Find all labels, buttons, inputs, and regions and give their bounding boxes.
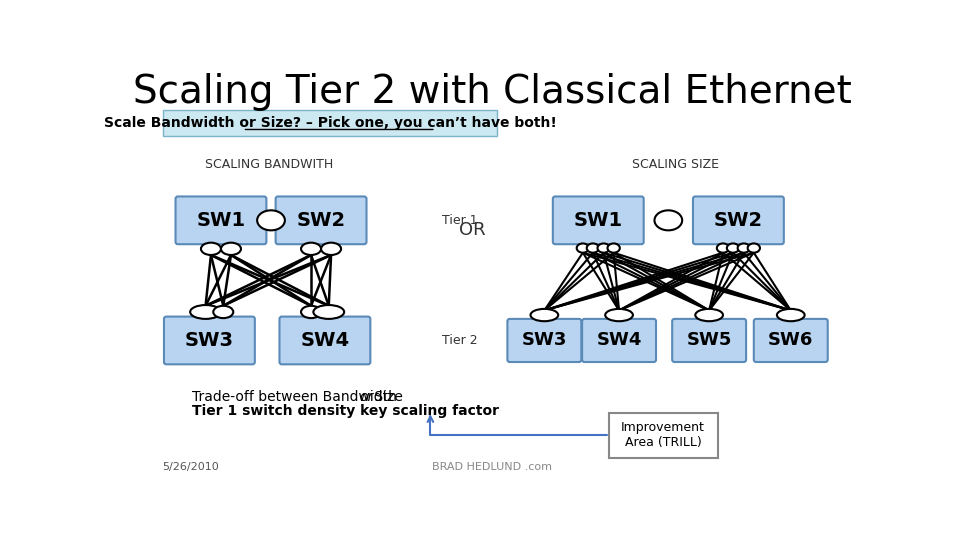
Text: Tier 2: Tier 2 (442, 334, 477, 347)
Ellipse shape (655, 211, 683, 231)
FancyBboxPatch shape (276, 197, 367, 244)
Text: Tier 1: Tier 1 (442, 214, 477, 227)
FancyBboxPatch shape (609, 413, 718, 457)
Text: Improvement
Area (TRILL): Improvement Area (TRILL) (621, 421, 705, 449)
FancyBboxPatch shape (553, 197, 644, 244)
FancyBboxPatch shape (163, 110, 497, 137)
Text: SW2: SW2 (714, 211, 763, 230)
Text: SCALING BANDWITH: SCALING BANDWITH (204, 158, 333, 171)
FancyBboxPatch shape (582, 319, 656, 362)
Ellipse shape (737, 244, 750, 253)
Ellipse shape (531, 309, 558, 321)
Text: SW2: SW2 (297, 211, 346, 230)
Ellipse shape (190, 305, 221, 319)
FancyBboxPatch shape (176, 197, 266, 244)
FancyBboxPatch shape (672, 319, 746, 362)
FancyBboxPatch shape (754, 319, 828, 362)
FancyBboxPatch shape (164, 316, 254, 365)
Ellipse shape (717, 244, 730, 253)
Ellipse shape (577, 244, 589, 253)
Text: SW3: SW3 (185, 331, 234, 350)
Ellipse shape (221, 242, 241, 255)
Ellipse shape (597, 244, 610, 253)
FancyBboxPatch shape (508, 319, 582, 362)
Ellipse shape (587, 244, 599, 253)
Ellipse shape (748, 244, 760, 253)
Text: OR: OR (460, 221, 486, 239)
Text: SW4: SW4 (300, 331, 349, 350)
Ellipse shape (257, 211, 285, 231)
Ellipse shape (695, 309, 723, 321)
Text: SW5: SW5 (686, 332, 732, 349)
Ellipse shape (201, 242, 221, 255)
Text: SW1: SW1 (574, 211, 623, 230)
Ellipse shape (727, 244, 739, 253)
Text: SW6: SW6 (768, 332, 813, 349)
Text: or: or (360, 390, 373, 404)
Text: Tier 1 switch density key scaling factor: Tier 1 switch density key scaling factor (192, 404, 498, 418)
Text: Scale Bandwidth or Size? – Pick one, you can’t have both!: Scale Bandwidth or Size? – Pick one, you… (104, 116, 557, 130)
Ellipse shape (213, 306, 233, 318)
Text: SW1: SW1 (197, 211, 246, 230)
Ellipse shape (608, 244, 620, 253)
Text: Trade-off between Bandwidth: Trade-off between Bandwidth (192, 390, 401, 404)
Ellipse shape (301, 242, 321, 255)
FancyBboxPatch shape (279, 316, 371, 365)
Text: SW3: SW3 (521, 332, 567, 349)
Ellipse shape (313, 305, 344, 319)
FancyBboxPatch shape (693, 197, 783, 244)
Ellipse shape (777, 309, 804, 321)
Ellipse shape (301, 306, 321, 318)
Ellipse shape (321, 242, 341, 255)
Text: Size: Size (371, 390, 403, 404)
Ellipse shape (605, 309, 633, 321)
Text: BRAD HEDLUND .com: BRAD HEDLUND .com (432, 462, 552, 472)
Text: SCALING SIZE: SCALING SIZE (632, 158, 719, 171)
Text: 5/26/2010: 5/26/2010 (162, 462, 219, 472)
Text: SW4: SW4 (596, 332, 641, 349)
Text: Scaling Tier 2 with Classical Ethernet: Scaling Tier 2 with Classical Ethernet (132, 73, 852, 111)
